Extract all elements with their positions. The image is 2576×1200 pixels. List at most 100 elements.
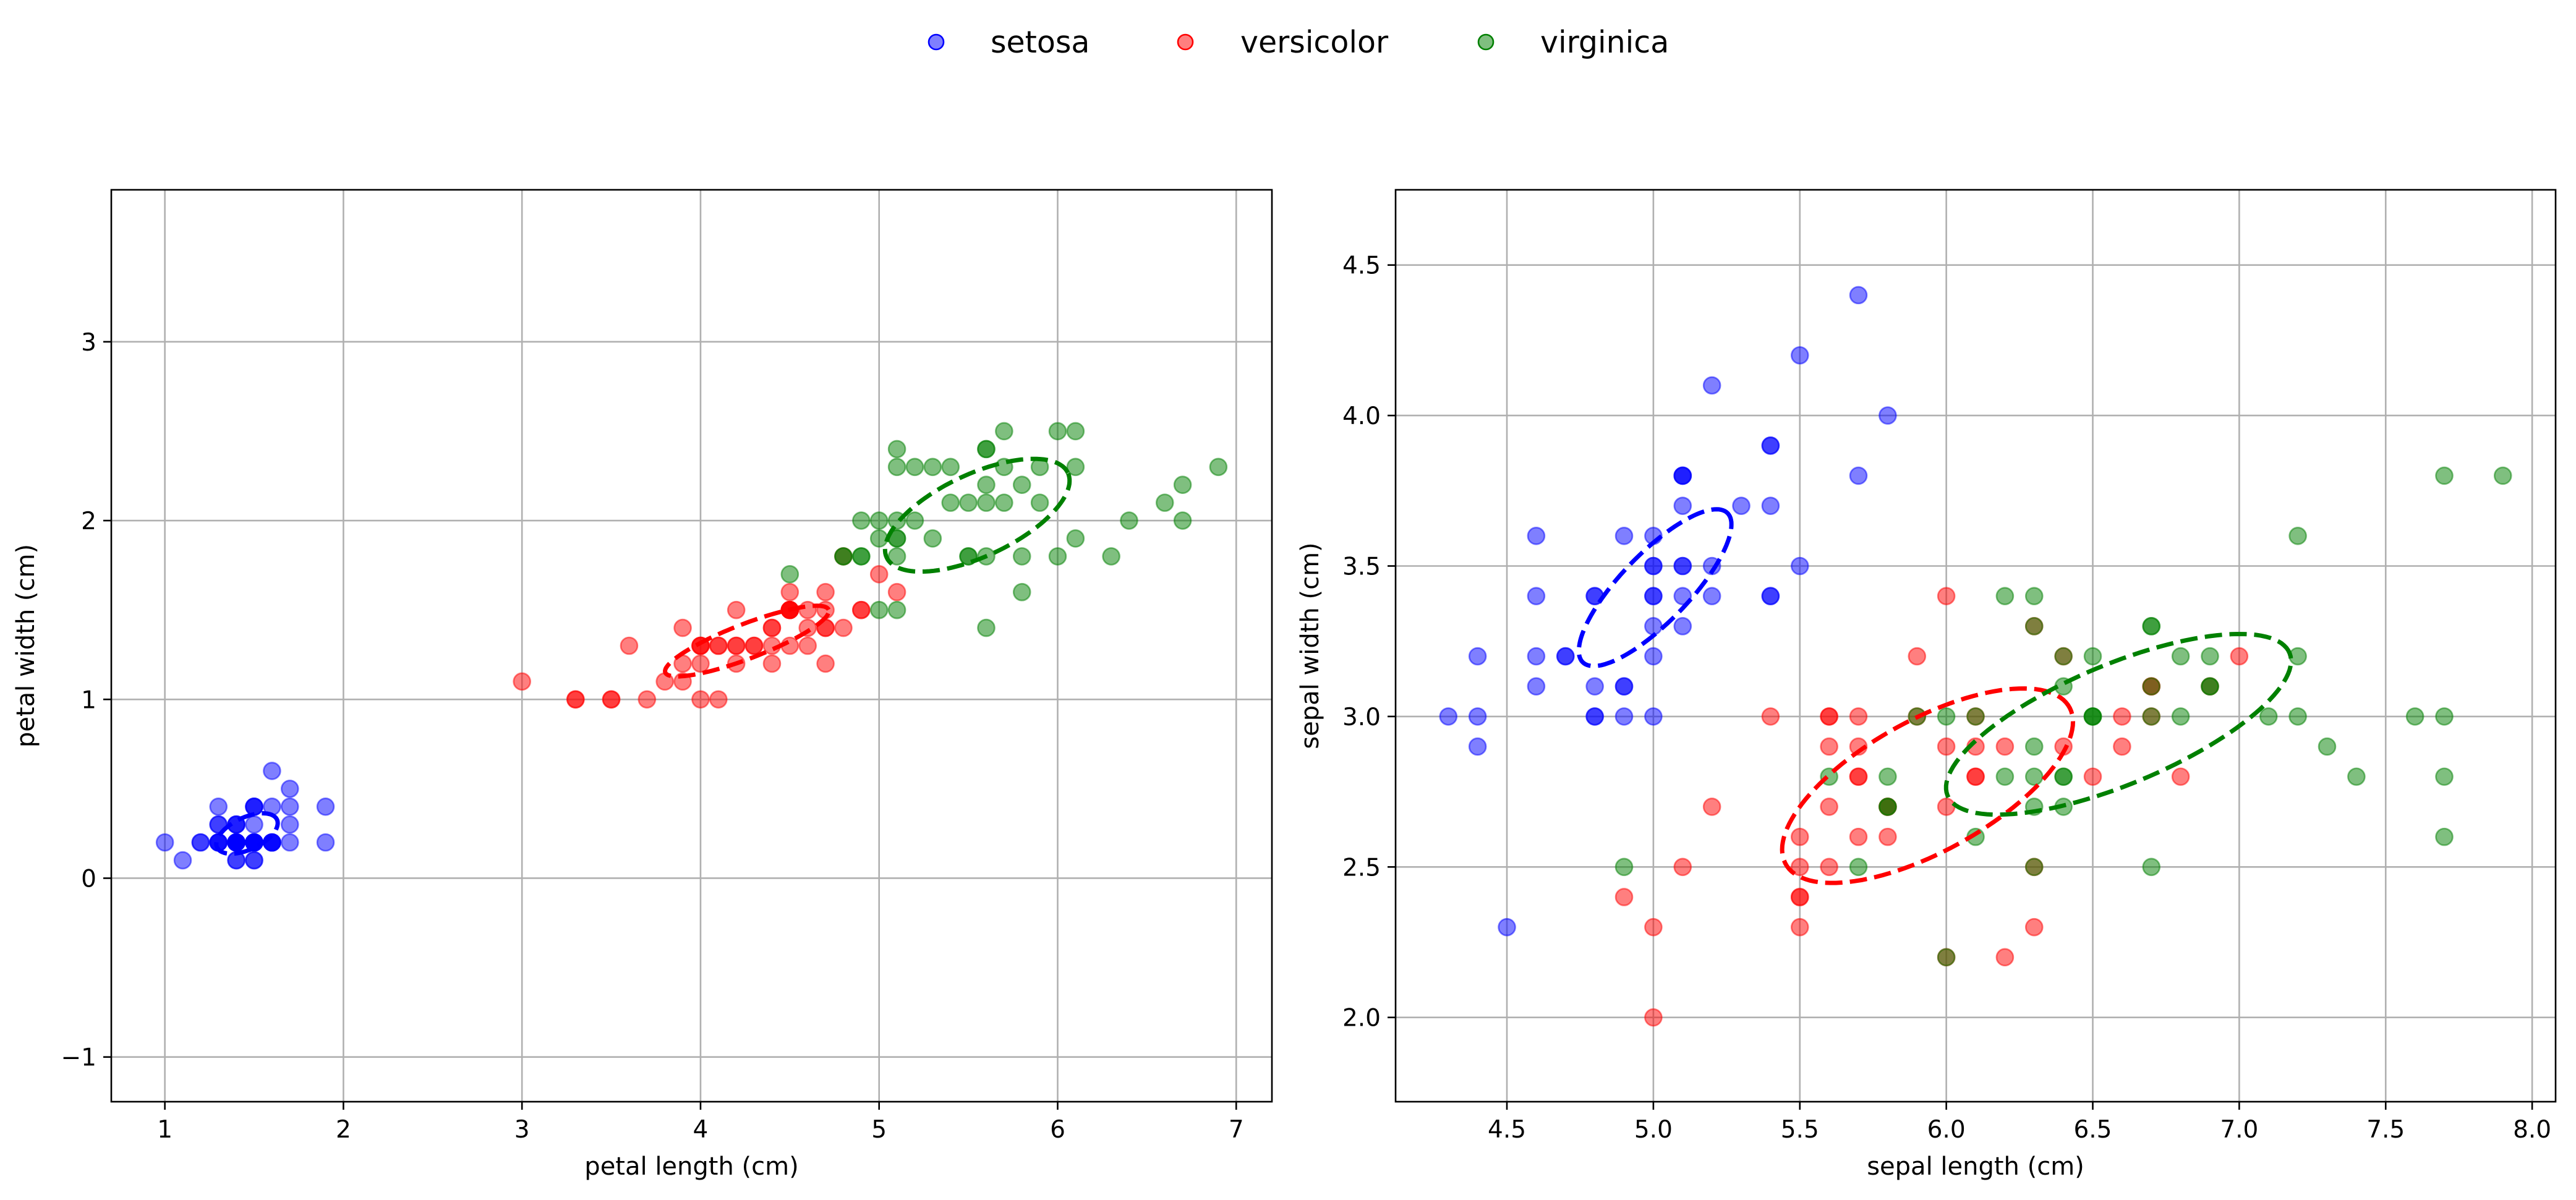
scatter-point-versicolor <box>1937 798 1956 816</box>
scatter-point-setosa <box>1732 496 1751 515</box>
x-tick-label: 8.0 <box>2513 1116 2551 1144</box>
scatter-point-virginica <box>977 475 996 495</box>
legend-label-versicolor: versicolor <box>1240 25 1389 60</box>
scatter-point-versicolor <box>1614 888 1634 906</box>
scatter-point-virginica <box>780 565 800 584</box>
scatter-point-versicolor <box>1790 827 1809 846</box>
scatter-point-versicolor <box>1937 587 1956 605</box>
scatter-point-virginica <box>905 511 924 530</box>
scatter-point-virginica <box>2201 647 2219 666</box>
scatter-point-versicolor <box>1879 827 1897 846</box>
scatter-point-versicolor <box>1937 737 1956 756</box>
scatter-point-versicolor <box>1908 647 1927 666</box>
y-tick-label: 2.5 <box>1342 854 1381 882</box>
sepal-scatter-panel: 4.5 5.0 5.5 6.0 6.5 7.0 7.5 8.0 2.0 2.5 3.0 3.5 4.0 4… <box>1296 189 2557 1181</box>
scatter-point-versicolor <box>691 654 710 673</box>
scatter-point-virginica <box>2405 707 2425 726</box>
scatter-point-versicolor <box>2024 917 2044 937</box>
scatter-point-virginica <box>1966 707 1985 726</box>
scatter-point-setosa <box>1614 527 1634 545</box>
scatter-point-virginica <box>923 457 942 477</box>
scatter-point-virginica <box>995 493 1013 512</box>
scatter-point-versicolor <box>1966 767 1985 786</box>
scatter-point-virginica <box>1995 767 2015 786</box>
y-tick-label: −1 <box>61 1044 97 1072</box>
y-tick-label: 3.0 <box>1342 704 1381 731</box>
scatter-point-versicolor <box>602 690 621 709</box>
scatter-point-virginica <box>2493 466 2512 485</box>
scatter-point-setosa <box>209 797 228 816</box>
scatter-point-setosa <box>1673 556 1692 576</box>
scatter-point-versicolor <box>1820 857 1838 877</box>
scatter-point-setosa <box>227 833 245 852</box>
scatter-point-versicolor <box>638 690 657 709</box>
scatter-point-setosa <box>1556 647 1575 666</box>
ellipse-versicolor <box>663 603 832 679</box>
scatter-point-setosa <box>1761 496 1780 515</box>
scatter-point-versicolor <box>2113 707 2131 726</box>
y-tick-label: 2.0 <box>1342 1005 1381 1032</box>
scatter-point-versicolor <box>1790 857 1809 877</box>
scatter-point-virginica <box>2259 707 2278 726</box>
scatter-point-virginica <box>1173 475 1192 495</box>
x-axis-label: petal length (cm) <box>584 1152 798 1181</box>
scatter-point-setosa <box>245 797 263 816</box>
scatter-point-virginica <box>2201 677 2219 696</box>
scatter-point-virginica <box>1937 948 1956 967</box>
scatter-point-versicolor <box>1790 917 1809 937</box>
scatter-point-setosa <box>1849 286 1868 305</box>
y-tick-label: 0 <box>81 865 96 893</box>
scatter-point-versicolor <box>798 636 817 655</box>
scatter-point-setosa <box>1644 556 1663 576</box>
y-tick-label: 4.5 <box>1342 252 1381 280</box>
scatter-point-versicolor <box>762 618 782 637</box>
scatter-point-versicolor <box>1995 948 2015 967</box>
scatter-point-virginica <box>977 618 996 637</box>
scatter-point-versicolor <box>727 636 746 655</box>
ellipse-versicolor <box>1780 686 2076 885</box>
scatter-point-virginica <box>887 600 906 619</box>
x-tick-label: 5.5 <box>1781 1116 1819 1144</box>
scatter-point-versicolor <box>1820 707 1838 726</box>
scatter-point-setosa <box>1468 707 1487 726</box>
legend-marker-virginica <box>1477 33 1495 51</box>
scatter-point-virginica <box>869 529 889 548</box>
x-tick-label: 6 <box>1050 1116 1065 1144</box>
scatter-point-virginica <box>1102 547 1120 566</box>
scatter-point-virginica <box>2288 707 2307 726</box>
legend-label-virginica: virginica <box>1540 25 1669 60</box>
x-tick-label: 2 <box>336 1116 351 1144</box>
scatter-point-setosa <box>1702 587 1721 605</box>
scatter-point-versicolor <box>673 618 692 637</box>
x-tick-label: 5 <box>871 1116 887 1144</box>
scatter-point-virginica <box>2318 737 2337 756</box>
scatter-point-versicolor <box>1820 737 1838 756</box>
scatter-point-setosa <box>1585 677 1604 696</box>
scatter-point-virginica <box>2435 466 2454 485</box>
scatter-point-virginica <box>1879 767 1897 786</box>
scatter-point-virginica <box>852 547 871 566</box>
scatter-point-virginica <box>1879 798 1897 816</box>
ellipse-setosa <box>214 811 280 856</box>
y-axis-label: sepal width (cm) <box>1296 542 1324 749</box>
scatter-point-versicolor <box>566 690 585 709</box>
scatter-point-setosa <box>1644 587 1663 605</box>
scatter-point-setosa <box>316 797 335 816</box>
y-tick-label: 1 <box>81 686 96 714</box>
scatter-point-setosa <box>280 815 299 834</box>
scatter-point-versicolor <box>780 582 800 602</box>
scatter-point-setosa <box>1790 556 1809 576</box>
x-tick-label: 4.5 <box>1488 1116 1526 1144</box>
y-axis-label: petal width (cm) <box>12 544 40 747</box>
scatter-point-versicolor <box>709 636 728 655</box>
x-tick-label: 5.0 <box>1634 1116 1673 1144</box>
scatter-point-virginica <box>887 457 906 477</box>
scatter-point-setosa <box>1468 647 1487 666</box>
scatter-point-versicolor <box>887 582 906 602</box>
scatter-point-versicolor <box>1995 737 2015 756</box>
scatter-point-setosa <box>1879 406 1897 425</box>
scatter-point-setosa <box>1761 587 1780 605</box>
ellipse-virginica <box>882 456 1072 574</box>
scatter-point-virginica <box>2435 827 2454 846</box>
scatter-point-virginica <box>1066 422 1085 441</box>
